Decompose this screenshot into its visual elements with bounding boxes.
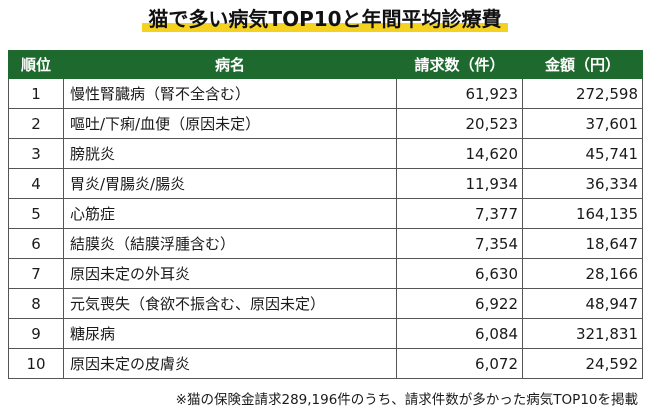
table-row: 1 慢性腎臓病（腎不全含む） 61,923 272,598 [8, 78, 643, 109]
page-title: 猫で多い病気TOP10と年間平均診療費 [142, 6, 508, 32]
rank-cell: 1 [8, 78, 64, 109]
claim-count-cell: 7,354 [396, 228, 523, 259]
header-rank: 順位 [8, 50, 64, 79]
disease-name-cell: 膀胱炎 [63, 138, 397, 169]
table-row: 9 糖尿病 6,084 321,831 [8, 318, 643, 349]
claim-count-cell: 6,072 [396, 348, 523, 379]
table-header-row: 順位 病名 請求数（件） 金額（円） [8, 50, 643, 79]
title-area: 猫で多い病気TOP10と年間平均診療費 [0, 6, 650, 32]
disease-name-cell: 心筋症 [63, 198, 397, 229]
table-row: 8 元気喪失（食欲不振含む、原因未定） 6,922 48,947 [8, 288, 643, 319]
amount-cell: 18,647 [522, 228, 643, 259]
table-row: 3 膀胱炎 14,620 45,741 [8, 138, 643, 169]
disease-name-cell: 慢性腎臓病（腎不全含む） [63, 78, 397, 109]
amount-cell: 272,598 [522, 78, 643, 109]
table-row: 4 胃炎/胃腸炎/腸炎 11,934 36,334 [8, 168, 643, 199]
claim-count-cell: 61,923 [396, 78, 523, 109]
amount-cell: 36,334 [522, 168, 643, 199]
disease-name-cell: 胃炎/胃腸炎/腸炎 [63, 168, 397, 199]
rank-cell: 2 [8, 108, 64, 139]
disease-name-cell: 結膜炎（結膜浮腫含む） [63, 228, 397, 259]
claim-count-cell: 6,922 [396, 288, 523, 319]
disease-name-cell: 原因未定の皮膚炎 [63, 348, 397, 379]
disease-name-cell: 原因未定の外耳炎 [63, 258, 397, 289]
amount-cell: 45,741 [522, 138, 643, 169]
rank-cell: 6 [8, 228, 64, 259]
rank-cell: 4 [8, 168, 64, 199]
disease-name-cell: 元気喪失（食欲不振含む、原因未定） [63, 288, 397, 319]
table-row: 2 嘔吐/下痢/血便（原因未定） 20,523 37,601 [8, 108, 643, 139]
title-highlight [142, 23, 508, 32]
rank-cell: 8 [8, 288, 64, 319]
disease-table: 順位 病名 請求数（件） 金額（円） 1 慢性腎臓病（腎不全含む） 61,923… [8, 50, 643, 379]
footnote: ※猫の保険金請求289,196件のうち、請求件数が多かった病気TOP10を掲載 [175, 392, 638, 408]
rank-cell: 3 [8, 138, 64, 169]
amount-cell: 164,135 [522, 198, 643, 229]
disease-name-cell: 糖尿病 [63, 318, 397, 349]
amount-cell: 321,831 [522, 318, 643, 349]
table-row: 10 原因未定の皮膚炎 6,072 24,592 [8, 348, 643, 379]
header-count: 請求数（件） [396, 50, 523, 79]
table-row: 7 原因未定の外耳炎 6,630 28,166 [8, 258, 643, 289]
claim-count-cell: 20,523 [396, 108, 523, 139]
claim-count-cell: 6,084 [396, 318, 523, 349]
table-row: 6 結膜炎（結膜浮腫含む） 7,354 18,647 [8, 228, 643, 259]
header-amount: 金額（円） [522, 50, 643, 79]
rank-cell: 10 [8, 348, 64, 379]
claim-count-cell: 6,630 [396, 258, 523, 289]
rank-cell: 5 [8, 198, 64, 229]
claim-count-cell: 7,377 [396, 198, 523, 229]
table-row: 5 心筋症 7,377 164,135 [8, 198, 643, 229]
amount-cell: 37,601 [522, 108, 643, 139]
amount-cell: 28,166 [522, 258, 643, 289]
amount-cell: 48,947 [522, 288, 643, 319]
amount-cell: 24,592 [522, 348, 643, 379]
claim-count-cell: 11,934 [396, 168, 523, 199]
page-title-text: 猫で多い病気TOP10と年間平均診療費 [148, 7, 502, 31]
disease-name-cell: 嘔吐/下痢/血便（原因未定） [63, 108, 397, 139]
rank-cell: 7 [8, 258, 64, 289]
claim-count-cell: 14,620 [396, 138, 523, 169]
rank-cell: 9 [8, 318, 64, 349]
header-name: 病名 [63, 50, 397, 79]
